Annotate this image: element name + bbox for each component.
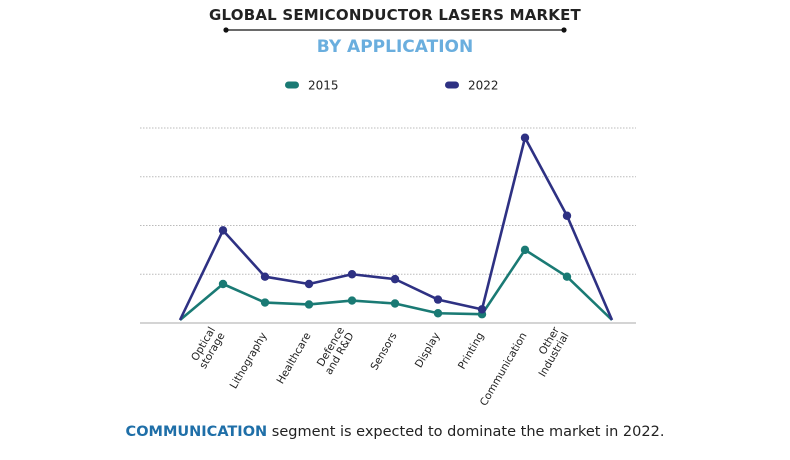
x-tick-label-line: Healthcare [275, 331, 314, 387]
data-point-2022 [520, 133, 530, 142]
data-point-2022 [477, 305, 487, 314]
x-tick-label: Defenceand R&D [313, 325, 356, 377]
x-tick-label-line: Lithography [228, 331, 270, 391]
x-tick-label-line: Sensors [368, 331, 399, 373]
footer-caption: COMMUNICATION segment is expected to dom… [0, 424, 790, 440]
x-tick-label: OtherIndustrial [527, 324, 572, 379]
chart-series [178, 133, 614, 321]
x-tick-label: Healthcare [275, 331, 314, 387]
data-point-2015 [520, 245, 530, 255]
series-line-2015 [179, 248, 613, 321]
x-tick-label-line: Printing [456, 331, 487, 372]
data-point-2015 [260, 298, 270, 307]
legend-label-2015: 2015 [308, 79, 339, 93]
data-point-2022 [562, 211, 572, 220]
x-tick-label-line: Communication [478, 331, 530, 409]
data-point-2015 [390, 299, 400, 308]
chart-title: GLOBAL SEMICONDUCTOR LASERS MARKET [209, 6, 581, 24]
footer-text: segment is expected to dominate the mark… [267, 424, 665, 440]
x-tick-label-line: Display [413, 331, 443, 371]
data-point-2015 [433, 309, 443, 318]
title-underline [223, 27, 567, 33]
legend-marker-2015 [285, 81, 299, 89]
x-axis-labels: Opticalstorage Lithography Healthcare Defen… [188, 324, 572, 409]
x-tick-label: Display [413, 331, 443, 371]
x-tick-label: Printing [456, 331, 487, 372]
data-point-2015 [218, 279, 228, 289]
footer-highlight: COMMUNICATION [125, 424, 268, 440]
legend-label-2022: 2022 [468, 79, 499, 93]
chart-legend: 2015 2022 [285, 79, 499, 93]
data-point-2022 [304, 279, 314, 289]
data-point-2015 [304, 300, 314, 309]
x-tick-label: Lithography [228, 331, 270, 391]
chart-subtitle: BY APPLICATION [316, 37, 474, 57]
data-point-2022 [260, 272, 270, 281]
data-point-2015 [562, 272, 572, 281]
data-point-2022 [433, 295, 443, 304]
chart-grid [140, 127, 636, 324]
data-point-2022 [218, 226, 228, 235]
data-point-2015 [347, 296, 357, 305]
x-tick-label: Sensors [368, 331, 399, 373]
line-chart: 2015 2022 Opticalstorage Lithography Health… [140, 27, 636, 409]
data-point-2022 [390, 274, 400, 284]
x-tick-label: Opticalstorage [188, 325, 228, 371]
x-tick-label: Communication [478, 331, 530, 409]
legend-marker-2022 [445, 81, 459, 89]
data-point-2022 [347, 270, 357, 279]
